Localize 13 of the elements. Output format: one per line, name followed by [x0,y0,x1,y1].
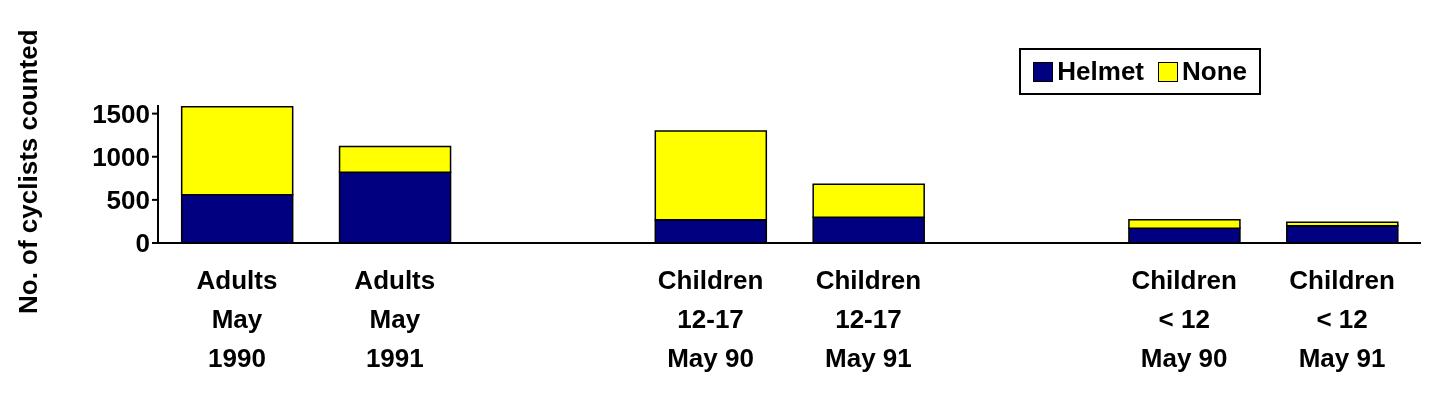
y-tick-label: 0 [135,228,150,259]
x-tick-label: Adults May 1991 [354,265,436,373]
x-tick-label: Children < 12 May 91 [1289,265,1395,373]
x-tick-label: Adults May 1990 [196,265,278,373]
y-axis-title: No. of cyclists counted [13,29,44,314]
y-tick-label: 1500 [92,98,150,129]
legend-label: None [1181,56,1247,87]
legend-label: Helmet [1056,56,1144,87]
y-tick-label: 1000 [92,141,150,172]
x-tick-label: Children < 12 May 90 [1131,265,1237,373]
x-tick-label: Children 12-17 May 90 [657,265,764,373]
y-tick-label: 500 [106,185,150,216]
x-tick-label: Children 12-17 May 91 [815,265,922,373]
